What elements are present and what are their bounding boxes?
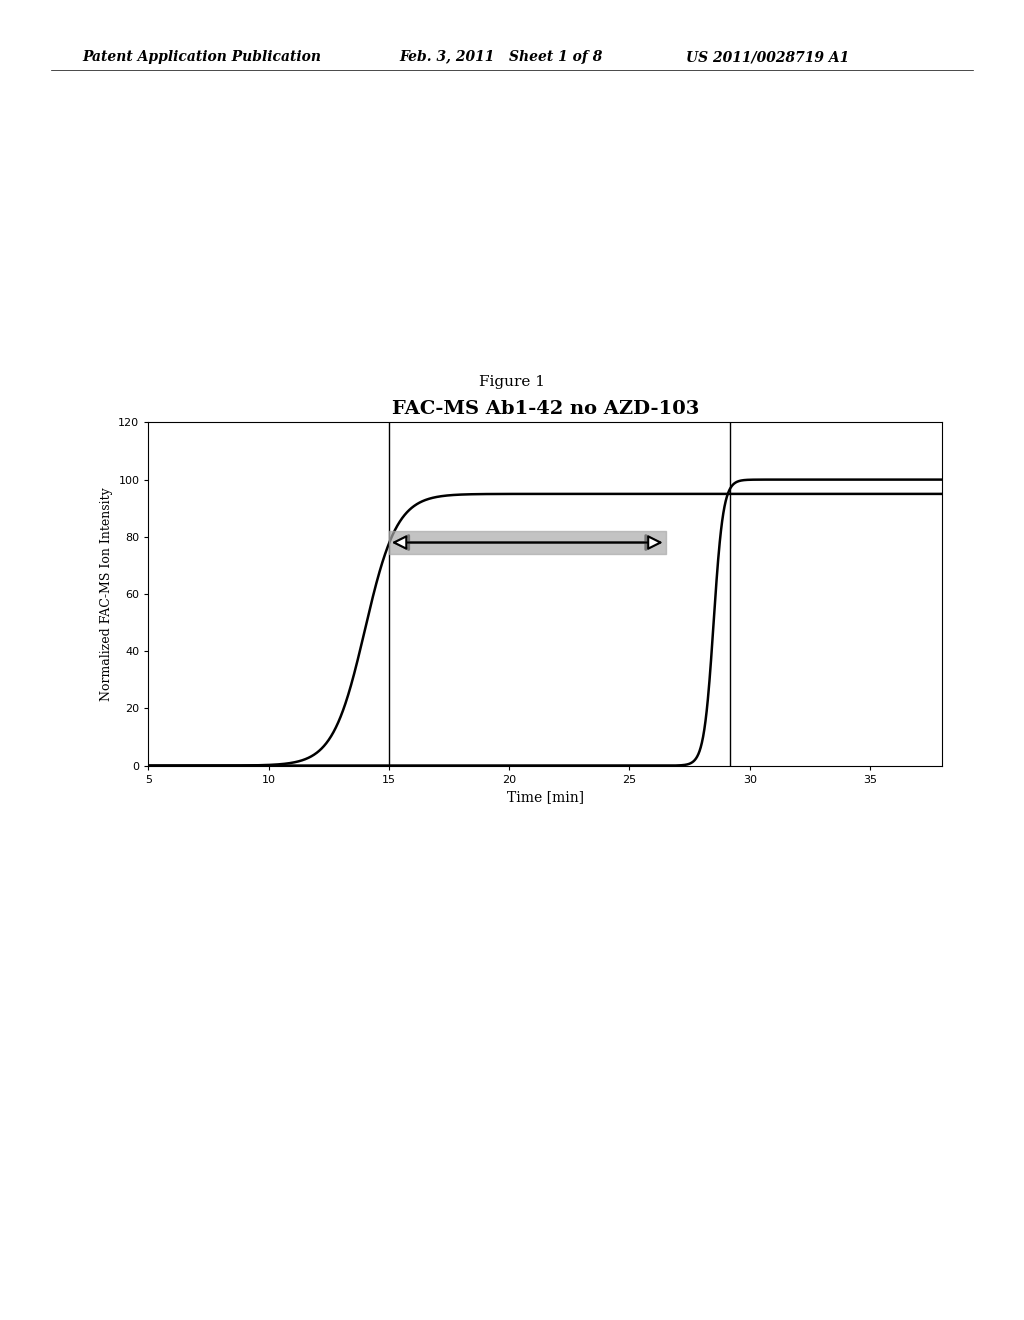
Text: Patent Application Publication: Patent Application Publication <box>82 50 321 65</box>
Y-axis label: Normalized FAC-MS Ion Intensity: Normalized FAC-MS Ion Intensity <box>99 487 113 701</box>
Text: US 2011/0028719 A1: US 2011/0028719 A1 <box>686 50 849 65</box>
Title: FAC-MS Ab1-42 no AZD-103: FAC-MS Ab1-42 no AZD-103 <box>391 400 699 418</box>
Bar <box>148 422 942 766</box>
Text: Figure 1: Figure 1 <box>479 375 545 389</box>
Text: Feb. 3, 2011   Sheet 1 of 8: Feb. 3, 2011 Sheet 1 of 8 <box>399 50 603 65</box>
X-axis label: Time [min]: Time [min] <box>507 791 584 804</box>
